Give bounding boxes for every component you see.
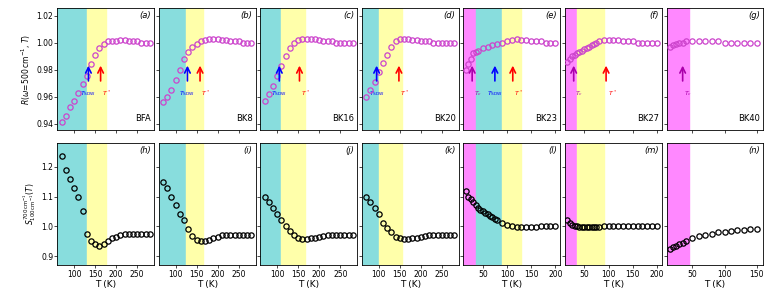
Text: $T_c$: $T_c$ [684,89,692,98]
Bar [577,143,604,265]
Bar [475,143,502,265]
Text: (n): (n) [749,146,760,155]
Text: BK23: BK23 [536,114,557,123]
Text: (h): (h) [139,146,151,155]
Bar [261,143,281,265]
Text: $T^*$: $T^*$ [301,89,310,98]
X-axis label: T (K): T (K) [196,280,218,289]
Bar [362,143,379,265]
Bar [666,8,689,130]
Bar [475,8,502,130]
X-axis label: T (K): T (K) [298,280,319,289]
Text: $T_{\rm SDW}$: $T_{\rm SDW}$ [487,89,503,98]
Bar [159,143,186,265]
Text: (c): (c) [343,11,354,20]
Text: (a): (a) [140,11,151,20]
Text: (l): (l) [549,146,557,155]
Bar [261,8,281,130]
X-axis label: T (K): T (K) [400,280,421,289]
Text: BK20: BK20 [434,114,455,123]
Text: (i): (i) [244,146,253,155]
Text: (f): (f) [649,11,659,20]
Text: (g): (g) [749,11,760,20]
X-axis label: T (K): T (K) [704,280,726,289]
Text: $T_{\rm SDW}$: $T_{\rm SDW}$ [368,89,385,98]
Text: $T^*$: $T^*$ [102,89,112,98]
X-axis label: T (K): T (K) [95,280,116,289]
Text: (j): (j) [345,146,354,155]
Y-axis label: $R(\omega\!=\!500\,{\rm cm}^{-1},\,T)$: $R(\omega\!=\!500\,{\rm cm}^{-1},\,T)$ [20,33,34,105]
Text: $T_c$: $T_c$ [474,89,482,98]
Y-axis label: $S^{700\,{\rm cm}^{-1}}_{100\,{\rm cm}^{-1}}(T)$: $S^{700\,{\rm cm}^{-1}}_{100\,{\rm cm}^{… [21,183,38,225]
Text: (b): (b) [241,11,253,20]
Bar [87,8,105,130]
Bar [565,8,577,130]
Text: $T_{\rm SDW}$: $T_{\rm SDW}$ [80,89,96,98]
Text: $T^*$: $T^*$ [202,89,211,98]
Bar [577,8,604,130]
Text: (m): (m) [644,146,659,155]
Bar [502,8,522,130]
Bar [186,143,203,265]
Text: BK16: BK16 [332,114,354,123]
Bar [87,143,105,265]
Text: (d): (d) [444,11,455,20]
Text: $T_{\rm SDW}$: $T_{\rm SDW}$ [271,89,287,98]
Bar [186,8,203,130]
Text: $T^*$: $T^*$ [607,89,617,98]
X-axis label: T (K): T (K) [603,280,624,289]
Bar [379,143,402,265]
Text: $T^*$: $T^*$ [400,89,410,98]
Bar [502,143,522,265]
X-axis label: T (K): T (K) [501,280,523,289]
Text: $T_c$: $T_c$ [575,89,583,98]
Text: BFA: BFA [135,114,151,123]
Text: (e): (e) [545,11,557,20]
Text: $T_{\rm SDW}$: $T_{\rm SDW}$ [180,89,196,98]
Bar [379,8,402,130]
Bar [159,8,186,130]
Bar [281,8,305,130]
Text: $T^*$: $T^*$ [514,89,523,98]
Text: (k): (k) [445,146,455,155]
Bar [362,8,379,130]
Bar [57,8,87,130]
Text: BK27: BK27 [637,114,659,123]
Bar [281,143,305,265]
Bar [464,143,475,265]
Bar [565,143,577,265]
Bar [57,143,87,265]
Text: BK8: BK8 [236,114,253,123]
Bar [464,8,475,130]
Bar [666,143,689,265]
Text: BK40: BK40 [739,114,760,123]
